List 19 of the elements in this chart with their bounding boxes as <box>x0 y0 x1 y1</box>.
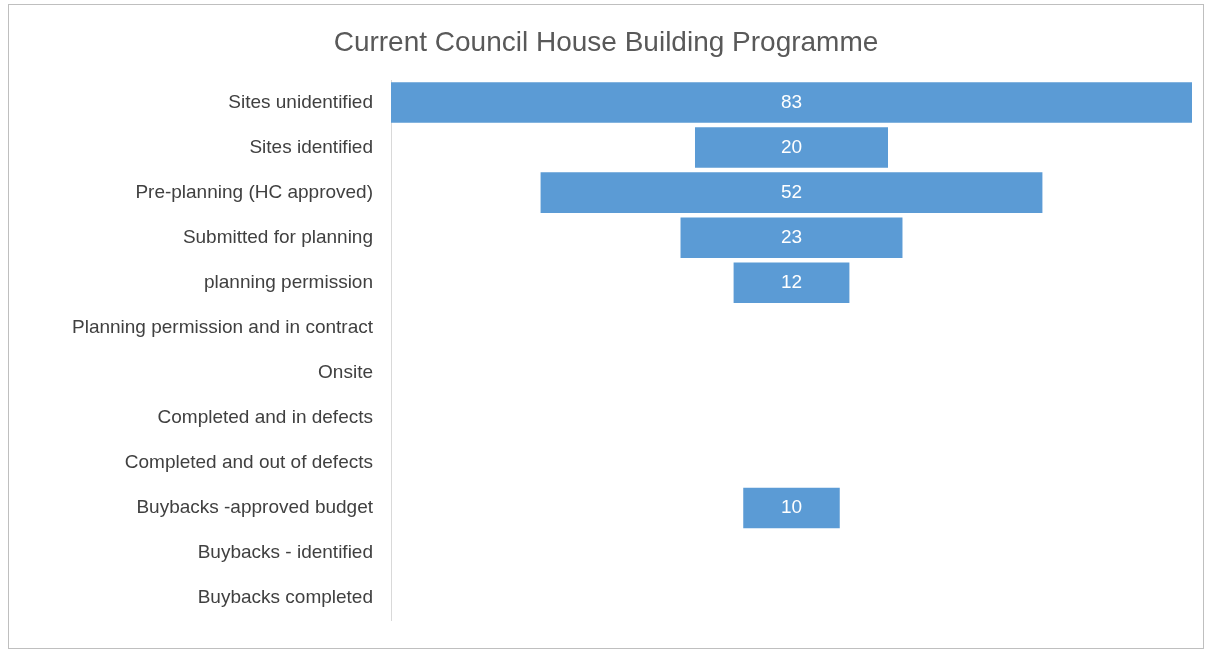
category-label: Planning permission and in contract <box>71 316 374 338</box>
category-label: Onsite <box>318 361 373 383</box>
text: Current Council House Building Programme <box>332 26 880 58</box>
data-label: 10 <box>780 496 803 518</box>
data-label: 12 <box>780 270 803 292</box>
category-label: Submitted for planning <box>182 225 373 247</box>
category-label: Sites identified <box>249 135 373 157</box>
category-label: planning permission <box>204 270 373 292</box>
category-label: Pre-planning (HC approved) <box>135 180 373 202</box>
data-label: 20 <box>780 135 803 157</box>
category-label: Sites unidentified <box>228 90 373 112</box>
data-label: 52 <box>780 180 803 202</box>
category-label: Completed and in defects <box>157 406 373 428</box>
category-label: Buybacks completed <box>197 586 373 608</box>
data-label: 23 <box>780 225 803 247</box>
category-label: Buybacks -approved budget <box>136 496 374 518</box>
category-label: Buybacks - identified <box>197 541 373 563</box>
data-label: 83 <box>780 90 803 112</box>
category-label: Completed and out of defects <box>124 451 373 473</box>
